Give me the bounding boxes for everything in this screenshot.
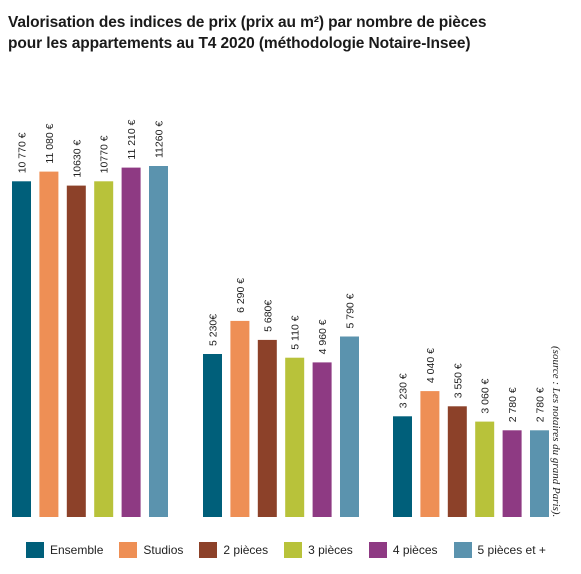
- chart-title-line-2: pour les appartements au T4 2020 (méthod…: [8, 35, 471, 52]
- bar-2-pieces-group-1: [66, 185, 86, 517]
- data-label-5-pieces-et-group-1: 11260 €: [154, 121, 166, 158]
- data-label-ensemble-group-2: 5 230€: [208, 314, 220, 346]
- legend-label-4-pieces: 4 pièces: [392, 543, 438, 557]
- source-text: (source : Les notaires du grand Paris).: [550, 346, 562, 518]
- bar-4-pieces-group-3: [502, 430, 522, 517]
- legend: Ensemble Studios 2 pièces 3 pièces 4 pièces 5…: [26, 540, 562, 560]
- legend-swatch-studios: [119, 542, 138, 558]
- legend-item-2-pieces: 2 pièces: [199, 542, 268, 558]
- bar-studios-group-1: [39, 171, 59, 517]
- bar-3-pieces-group-3: [475, 421, 495, 517]
- legend-label-5-pieces-et: 5 pièces et +: [477, 543, 546, 557]
- legend-item-studios: Studios: [119, 542, 183, 558]
- data-label-4-pieces-group-2: 4 960 €: [317, 319, 329, 354]
- legend-item-5-pieces-et: 5 pièces et +: [453, 542, 546, 558]
- data-label-5-pieces-et-group-3: 2 780 €: [535, 387, 547, 422]
- data-label-2-pieces-group-3: 3 550 €: [452, 363, 464, 398]
- bar-5-pieces-et-group-3: [530, 430, 549, 517]
- legend-swatch-5-pieces-et: [453, 542, 472, 558]
- bar-4-pieces-group-1: [121, 167, 141, 517]
- chart-title: Valorisation des indices de prix (prix a…: [8, 12, 568, 54]
- legend-label-2-pieces: 2 pièces: [223, 543, 269, 557]
- data-label-3-pieces-group-1: 10770 €: [99, 135, 111, 173]
- legend-label-ensemble: Ensemble: [50, 543, 104, 557]
- bar-3-pieces-group-2: [285, 357, 305, 517]
- legend-swatch-4-pieces: [368, 542, 387, 558]
- data-label-studios-group-3: 4 040 €: [425, 348, 437, 383]
- chart-title-line-1: Valorisation des indices de prix (prix a…: [8, 14, 487, 31]
- bar-ensemble-group-3: [393, 416, 412, 517]
- data-label-2-pieces-group-1: 10630 €: [71, 139, 83, 177]
- bar-4-pieces-group-2: [312, 362, 332, 517]
- data-label-studios-group-1: 11 080 €: [44, 123, 56, 163]
- legend-label-3-pieces: 3 pièces: [308, 543, 353, 557]
- bar-2-pieces-group-2: [257, 339, 277, 517]
- bar-studios-group-2: [230, 320, 250, 517]
- data-label-2-pieces-group-2: 5 680€: [262, 300, 274, 332]
- legend-label-studios: Studios: [143, 543, 184, 557]
- data-label-5-pieces-et-group-2: 5 790 €: [345, 293, 357, 328]
- data-label-3-pieces-group-2: 5 110 €: [290, 315, 302, 349]
- legend-swatch-2-pieces: [199, 542, 218, 558]
- bar-3-pieces-group-1: [94, 181, 114, 518]
- data-label-4-pieces-group-3: 2 780 €: [507, 387, 519, 422]
- bar-studios-group-3: [420, 391, 440, 517]
- bar-2-pieces-group-3: [447, 406, 467, 517]
- data-label-4-pieces-group-1: 11 210 €: [126, 119, 138, 159]
- legend-swatch-3-pieces: [284, 542, 303, 558]
- legend-item-4-pieces: 4 pièces: [368, 542, 438, 558]
- legend-item-3-pieces: 3 pièces: [284, 542, 353, 558]
- bar-ensemble-group-2: [203, 354, 222, 517]
- legend-swatch-ensemble: [26, 542, 44, 558]
- data-label-ensemble-group-1: 10 770 €: [17, 132, 29, 173]
- bar-5-pieces-et-group-1: [149, 166, 168, 517]
- bar-5-pieces-et-group-2: [340, 336, 359, 517]
- data-label-studios-group-2: 6 290 €: [235, 278, 247, 313]
- data-label-ensemble-group-3: 3 230 €: [398, 373, 410, 408]
- legend-item-ensemble: Ensemble: [26, 542, 103, 558]
- data-label-3-pieces-group-3: 3 060 €: [480, 378, 492, 413]
- bar-ensemble-group-1: [12, 181, 31, 518]
